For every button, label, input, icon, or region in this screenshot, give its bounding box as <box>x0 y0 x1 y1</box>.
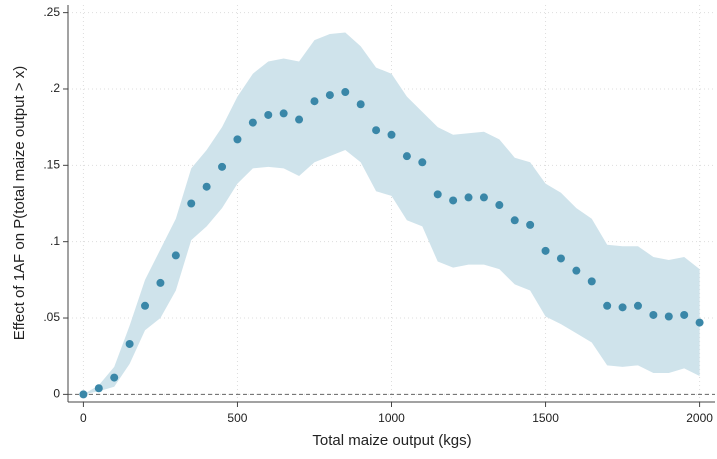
x-tick-label: 2000 <box>686 411 713 425</box>
point <box>633 301 642 310</box>
point <box>341 88 350 97</box>
point <box>556 254 565 263</box>
y-tick-label: .05 <box>43 310 60 324</box>
point <box>418 158 427 167</box>
point <box>94 384 103 393</box>
y-tick-label: 0 <box>53 387 60 401</box>
point <box>649 310 658 319</box>
point <box>171 251 180 260</box>
point <box>449 196 458 205</box>
y-tick-label: .15 <box>43 157 60 171</box>
y-tick-label: .25 <box>43 5 60 19</box>
point <box>202 182 211 191</box>
point <box>680 310 689 319</box>
x-tick-label: 0 <box>80 411 87 425</box>
point <box>187 199 196 208</box>
point <box>279 109 288 118</box>
point <box>479 193 488 202</box>
point <box>587 277 596 286</box>
confidence-band <box>83 32 700 395</box>
point <box>110 373 119 382</box>
point <box>618 303 627 312</box>
point <box>387 130 396 139</box>
point <box>510 216 519 225</box>
point <box>402 152 411 161</box>
point <box>695 318 704 327</box>
point <box>664 312 673 321</box>
point <box>233 135 242 144</box>
point <box>79 390 88 399</box>
point <box>372 126 381 135</box>
y-axis-title: Effect of 1AF on P(total maize output > … <box>11 66 28 340</box>
x-tick-label: 1500 <box>532 411 559 425</box>
point <box>603 301 612 310</box>
x-tick-label: 1000 <box>378 411 405 425</box>
point <box>248 118 257 127</box>
point <box>325 91 334 100</box>
x-tick-label: 500 <box>227 411 247 425</box>
point <box>125 339 134 348</box>
point <box>433 190 442 199</box>
point <box>541 246 550 255</box>
point <box>310 97 319 106</box>
y-tick-label: .2 <box>50 81 60 95</box>
x-axis-title: Total maize output (kgs) <box>312 432 471 449</box>
point <box>356 100 365 109</box>
point <box>295 115 304 124</box>
point <box>464 193 473 202</box>
point <box>141 301 150 310</box>
point <box>526 220 535 229</box>
y-tick-label: .1 <box>50 234 60 248</box>
point <box>572 266 581 275</box>
point <box>495 201 504 210</box>
point <box>156 278 165 287</box>
point <box>218 162 227 171</box>
point <box>264 110 273 119</box>
